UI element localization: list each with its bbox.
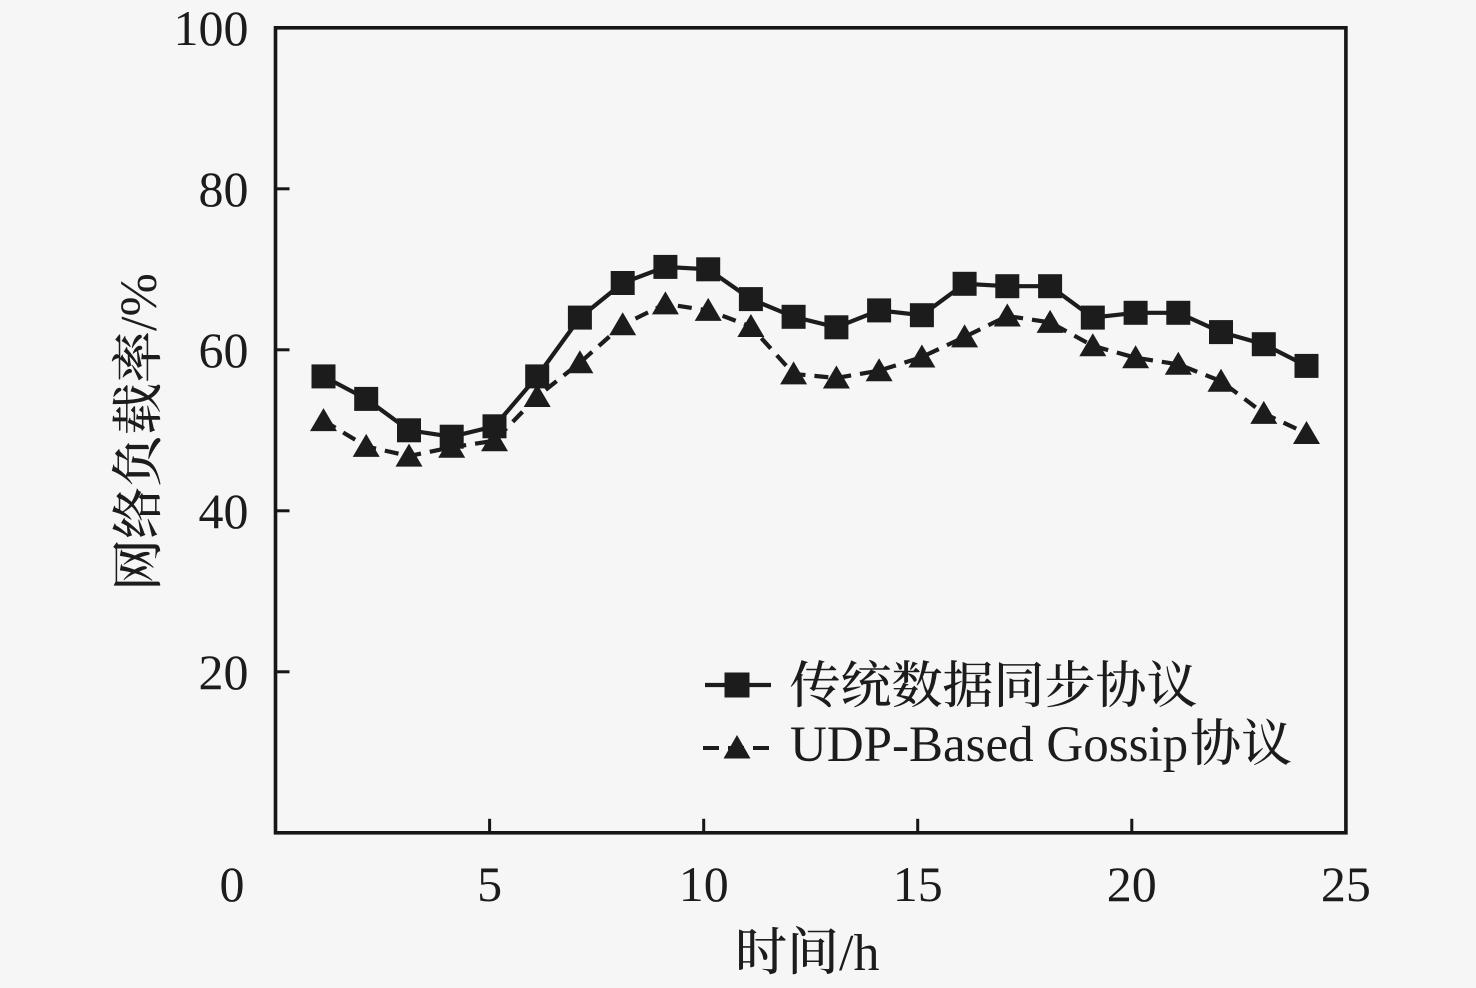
svg-text:10: 10 bbox=[679, 856, 729, 912]
svg-text:/%: /% bbox=[111, 273, 168, 331]
svg-text:/h: /h bbox=[839, 925, 879, 982]
svg-text:0: 0 bbox=[220, 856, 245, 912]
svg-text:60: 60 bbox=[199, 322, 249, 378]
svg-text:20: 20 bbox=[1107, 856, 1157, 912]
svg-text:40: 40 bbox=[199, 483, 249, 539]
svg-text:80: 80 bbox=[199, 161, 249, 217]
svg-text:100: 100 bbox=[174, 0, 249, 56]
svg-text:20: 20 bbox=[199, 644, 249, 700]
svg-text:15: 15 bbox=[893, 856, 943, 912]
svg-text:25: 25 bbox=[1321, 856, 1371, 912]
svg-text:5: 5 bbox=[477, 856, 502, 912]
svg-text:UDP-Based Gossip: UDP-Based Gossip bbox=[790, 717, 1188, 773]
